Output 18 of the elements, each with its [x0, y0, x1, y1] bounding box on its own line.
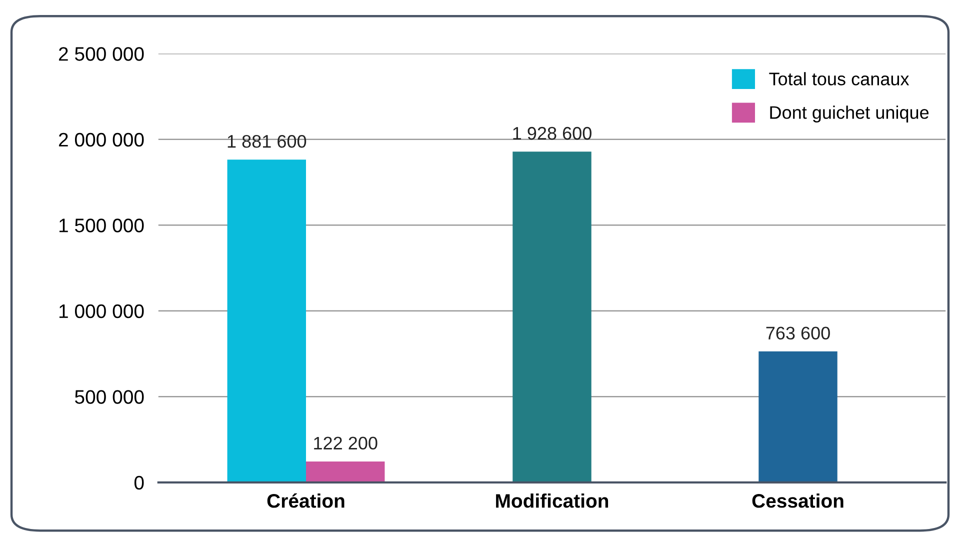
y-tick-label: 500 000	[75, 390, 144, 404]
y-tick-label: 2 000 000	[58, 132, 144, 147]
x-tick-label: Création	[267, 493, 344, 508]
data-label: 122 200	[314, 436, 378, 450]
bar	[306, 461, 385, 482]
data-label: 763 600	[766, 326, 830, 340]
y-tick-label: 0	[134, 476, 144, 490]
legend-label: Dont guichet unique	[770, 106, 929, 122]
bar	[227, 160, 306, 482]
y-tick-label: 1 000 000	[60, 304, 144, 318]
x-tick-label: Cessation	[752, 494, 844, 508]
legend-label: Total tous canaux	[769, 72, 910, 86]
data-label: 1 928 600	[513, 126, 592, 140]
y-tick-label: 2 500 000	[58, 47, 144, 61]
y-tick-label: 1 500 000	[60, 218, 144, 232]
x-tick-label: Modification	[496, 494, 608, 508]
data-label: 1 881 600	[228, 134, 306, 148]
bar	[758, 351, 838, 482]
